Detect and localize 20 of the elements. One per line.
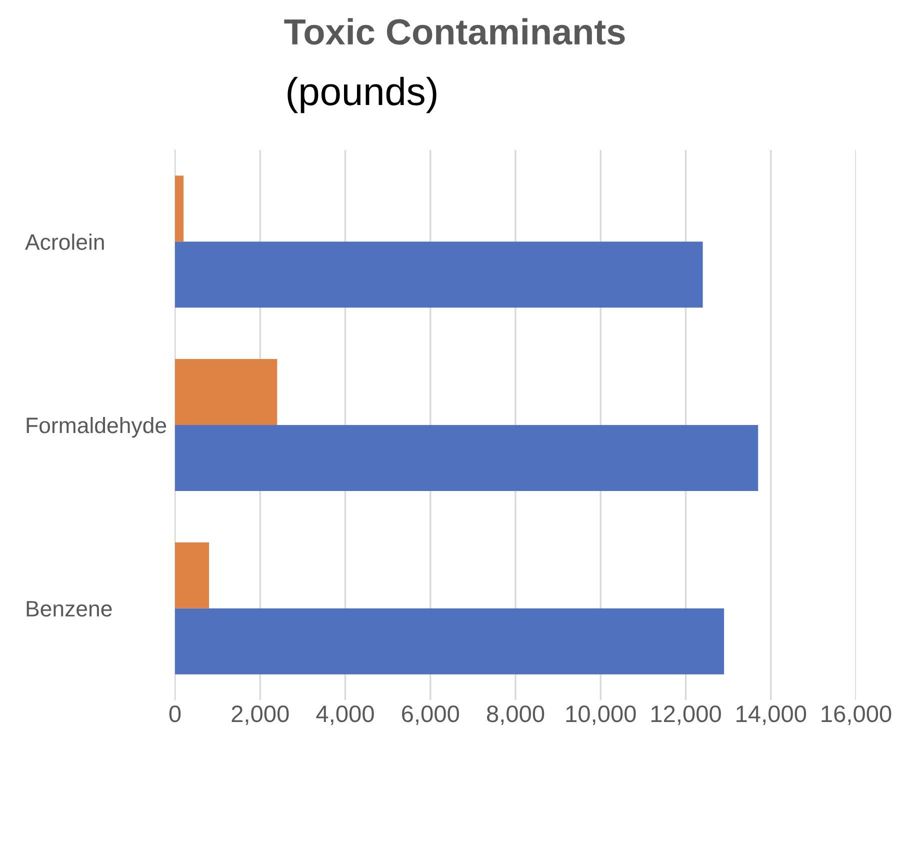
x-tick-label: 16,000 xyxy=(822,705,892,725)
chart-subtitle: (pounds) xyxy=(288,76,436,114)
x-tick-label: 10,000 xyxy=(566,705,636,725)
x-tick-label: 14,000 xyxy=(736,705,806,725)
bar xyxy=(175,176,184,242)
bar xyxy=(175,542,210,608)
bar xyxy=(175,359,278,425)
x-tick-label: 4,000 xyxy=(316,705,374,725)
y-tick-label: Formaldehyde xyxy=(26,416,166,438)
x-tick-label: 12,000 xyxy=(651,705,721,725)
x-tick-label: 2,000 xyxy=(232,705,289,725)
bar xyxy=(175,425,758,491)
x-tick-label: 0 xyxy=(169,705,181,722)
chart-title: Toxic Contaminants xyxy=(284,18,625,45)
y-tick-label: Acrolein xyxy=(25,234,104,250)
x-tick-label: 6,000 xyxy=(402,705,459,725)
y-tick-label: Benzene xyxy=(26,601,112,617)
x-tick-label: 8,000 xyxy=(486,705,544,725)
bar xyxy=(175,608,724,674)
bar xyxy=(175,242,703,308)
